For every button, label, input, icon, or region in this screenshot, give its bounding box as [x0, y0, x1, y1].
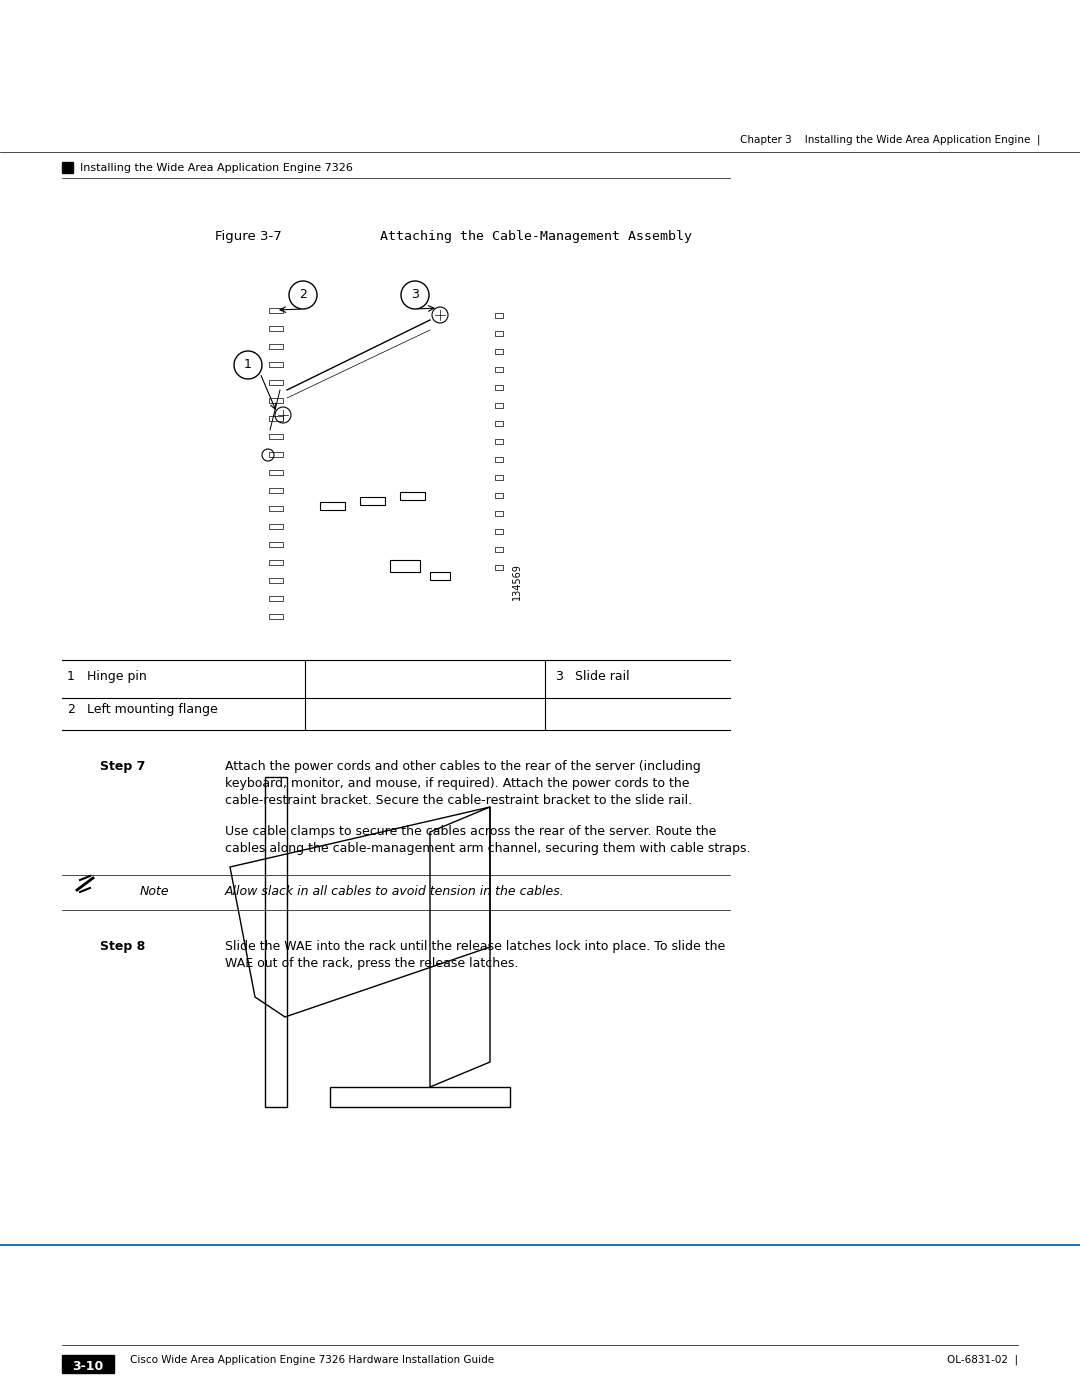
Text: Attaching the Cable-Management Assembly: Attaching the Cable-Management Assembly [380, 231, 692, 243]
Text: Step 8: Step 8 [100, 940, 145, 953]
Bar [269, 488, 283, 493]
Bar [269, 469, 283, 475]
Text: Left mounting flange: Left mounting flange [87, 703, 218, 717]
Bar [495, 529, 503, 534]
Bar [269, 398, 283, 402]
Text: 3-10: 3-10 [72, 1361, 104, 1373]
Text: Installing the Wide Area Application Engine 7326: Installing the Wide Area Application Eng… [80, 163, 353, 173]
Text: 1: 1 [244, 359, 252, 372]
Bar [495, 331, 503, 337]
Text: Slide rail: Slide rail [575, 671, 630, 683]
Bar [269, 307, 283, 313]
Bar [495, 367, 503, 372]
Bar [62, 162, 73, 173]
Bar [269, 380, 283, 386]
Bar [495, 439, 503, 444]
Bar [495, 493, 503, 497]
Bar [269, 326, 283, 331]
Text: Allow slack in all cables to avoid tension in the cables.: Allow slack in all cables to avoid tensi… [225, 886, 565, 898]
Text: OL-6831-02  |: OL-6831-02 | [947, 1355, 1018, 1365]
Bar [495, 548, 503, 552]
Text: 2: 2 [299, 289, 307, 302]
Text: 2: 2 [67, 703, 75, 717]
Text: 134569: 134569 [512, 563, 522, 599]
Text: Hinge pin: Hinge pin [87, 671, 147, 683]
Bar [269, 578, 283, 583]
Bar [269, 362, 283, 367]
Text: 3: 3 [555, 671, 563, 683]
Text: Note: Note [140, 886, 170, 898]
Bar [269, 542, 283, 548]
Bar [495, 402, 503, 408]
Bar [495, 511, 503, 515]
Bar [495, 349, 503, 353]
Text: Figure 3-7: Figure 3-7 [215, 231, 282, 243]
Bar [430, 571, 450, 580]
Bar [269, 560, 283, 564]
Text: Cisco Wide Area Application Engine 7326 Hardware Installation Guide: Cisco Wide Area Application Engine 7326 … [130, 1355, 495, 1365]
Bar [269, 453, 283, 457]
Bar [495, 386, 503, 390]
Bar [62, 1355, 114, 1373]
Text: Attach the power cords and other cables to the rear of the server (including
key: Attach the power cords and other cables … [225, 760, 701, 807]
Bar [269, 506, 283, 511]
Text: Chapter 3    Installing the Wide Area Application Engine  |: Chapter 3 Installing the Wide Area Appli… [740, 134, 1040, 145]
Text: Slide the WAE into the rack until the release latches lock into place. To slide : Slide the WAE into the rack until the re… [225, 940, 726, 970]
Bar [269, 524, 283, 529]
Text: 3: 3 [411, 289, 419, 302]
Bar [269, 597, 283, 601]
Bar [390, 560, 420, 571]
Text: Step 7: Step 7 [100, 760, 146, 773]
Bar [495, 420, 503, 426]
Text: Use cable clamps to secure the cables across the rear of the server. Route the
c: Use cable clamps to secure the cables ac… [225, 826, 751, 855]
Bar [269, 344, 283, 349]
Bar [269, 434, 283, 439]
Bar [269, 416, 283, 420]
Bar [495, 313, 503, 319]
Bar [495, 564, 503, 570]
Text: 1: 1 [67, 671, 75, 683]
Bar [495, 475, 503, 481]
Bar [495, 457, 503, 462]
Bar [269, 615, 283, 619]
